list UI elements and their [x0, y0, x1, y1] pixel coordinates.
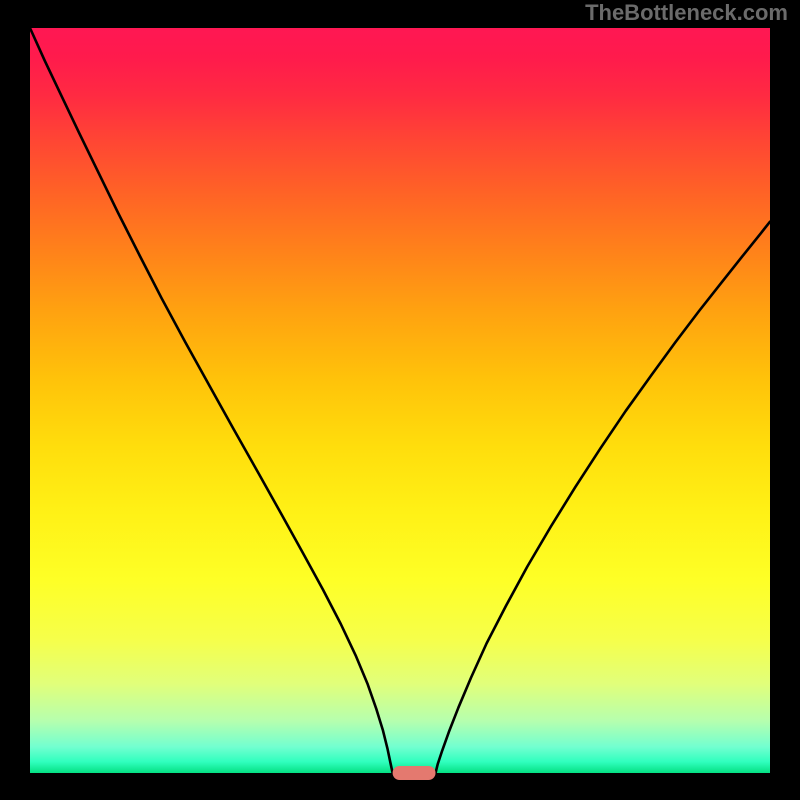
- plot-background-gradient: [30, 28, 770, 773]
- watermark-text: TheBottleneck.com: [585, 0, 788, 25]
- bottleneck-chart: TheBottleneck.com: [0, 0, 800, 800]
- optimal-match-marker: [393, 766, 436, 780]
